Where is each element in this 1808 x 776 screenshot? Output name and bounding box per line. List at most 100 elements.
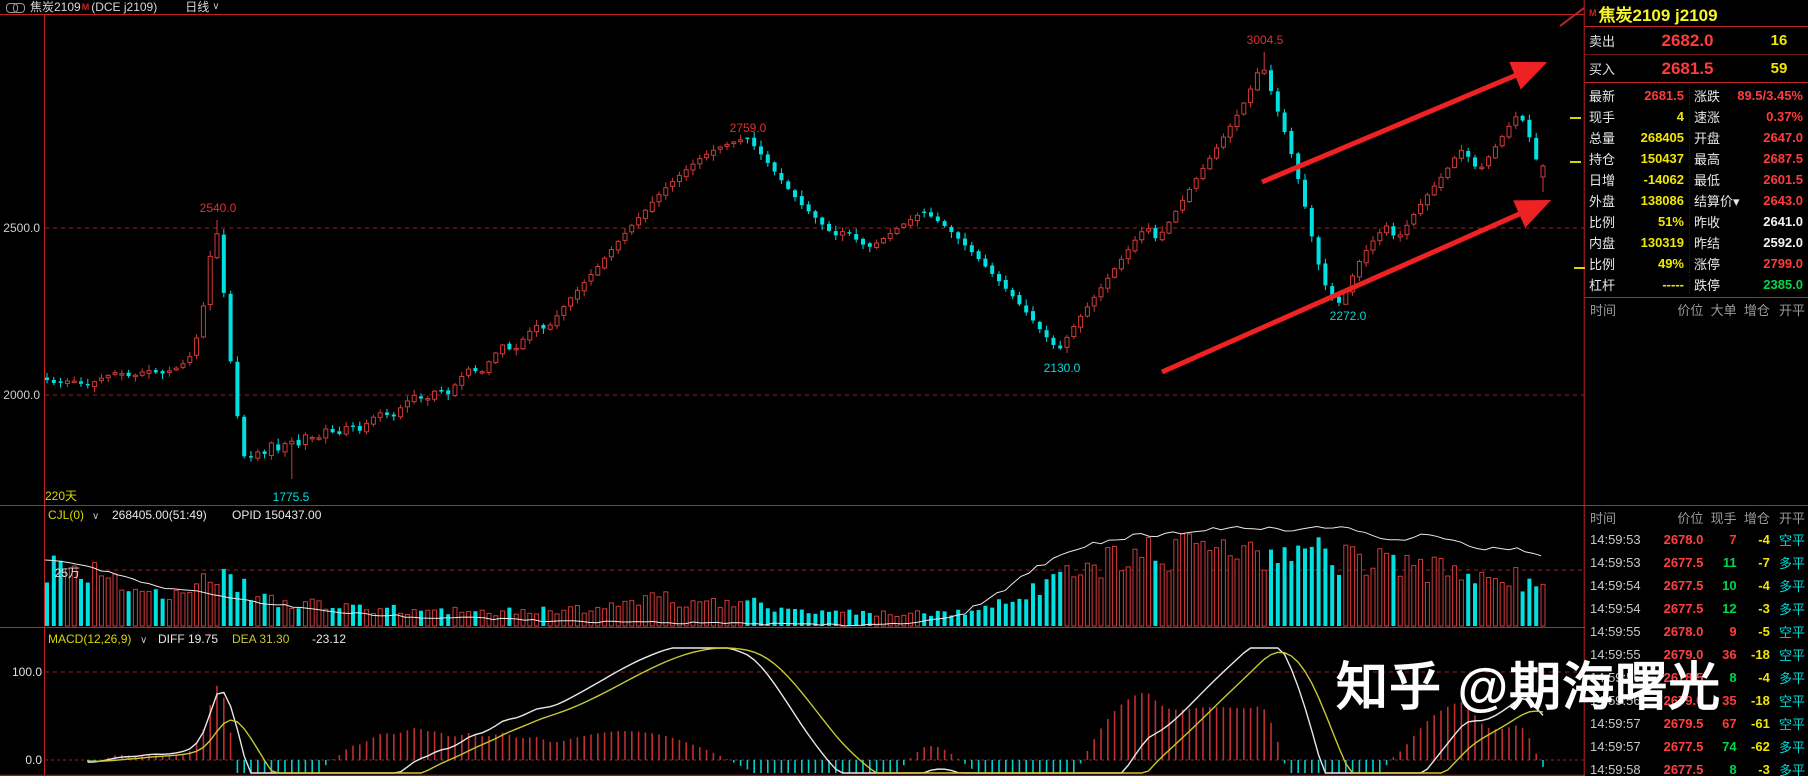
- svg-text:220天: 220天: [45, 489, 77, 503]
- stat-value: -----: [1662, 277, 1684, 292]
- stat-row: 总量 268405 开盘 2647.0: [1585, 127, 1808, 148]
- stat-cell: 开盘 2647.0: [1690, 128, 1808, 147]
- ask-row[interactable]: 卖出 2682.0 16: [1585, 27, 1808, 55]
- main-chart[interactable]: 2500.0 2000.0 220天 2540.0 2759.0 3004.5 1775.5…: [0, 0, 1585, 776]
- svg-text:3004.5: 3004.5: [1247, 33, 1284, 47]
- stat-label: 总量: [1589, 131, 1616, 146]
- svg-text:25万: 25万: [55, 566, 80, 580]
- svg-text:DEA 31.30: DEA 31.30: [232, 632, 290, 646]
- tape-row[interactable]: 14:59:56 2678.5 8 -4 多平: [1585, 666, 1808, 689]
- stat-cell: 持仓 150437: [1585, 149, 1690, 168]
- tape-price: 2679.0: [1663, 647, 1704, 662]
- link-icon[interactable]: [6, 2, 25, 13]
- bid-price[interactable]: 2681.5: [1661, 58, 1714, 78]
- tape-header-cell: 增仓: [1743, 510, 1770, 526]
- tape-delta: -5: [1758, 624, 1770, 639]
- stat-label: 涨停: [1694, 257, 1721, 272]
- stat-row: 内盘 130319 昨结 2592.0: [1585, 232, 1808, 253]
- stat-value: 150437: [1640, 151, 1684, 166]
- tape-open-close-flag: 多平: [1779, 579, 1806, 594]
- stat-cell: 跌停 2385.0: [1690, 275, 1808, 294]
- tape-open-close-flag: 多平: [1779, 671, 1806, 686]
- tape-row[interactable]: 14:59:57 2677.5 74 -62 多平: [1585, 735, 1808, 758]
- tape-volume: 8: [1729, 762, 1737, 776]
- tape-row[interactable]: 14:59:53 2677.5 11 -7 多平: [1585, 551, 1808, 574]
- svg-text:∨: ∨: [92, 511, 99, 522]
- tape-row[interactable]: 14:59:55 2678.0 9 -5 空平: [1585, 620, 1808, 643]
- tape-list[interactable]: 14:59:53 2678.0 7 -4 空平 14:59:53 2677.5 11 -7 多平 1…: [1585, 528, 1808, 776]
- bid-row[interactable]: 买入 2681.5 59: [1585, 55, 1808, 83]
- stat-cell: 涨跌 89.5/3.45%: [1690, 86, 1808, 105]
- period-selector[interactable]: 日线: [185, 0, 210, 14]
- svg-text:268405.00(51:49): 268405.00(51:49): [112, 508, 207, 522]
- tape-header-cell: 价位: [1677, 510, 1704, 526]
- stat-row: 比例 51% 昨收 2641.0: [1585, 211, 1808, 232]
- main-contract-badge: M: [81, 2, 90, 12]
- main-contract-badge: M: [1589, 8, 1597, 18]
- tape-delta: -18: [1751, 647, 1770, 662]
- tape-open-close-flag: 空平: [1779, 717, 1806, 732]
- tape-row[interactable]: 14:59:55 2679.0 36 -18 空平: [1585, 643, 1808, 666]
- svg-text:1775.5: 1775.5: [273, 490, 310, 504]
- tape-volume: 8: [1729, 670, 1737, 685]
- tape-row[interactable]: 14:59:54 2677.5 10 -4 多平: [1585, 574, 1808, 597]
- tape-volume: 36: [1722, 647, 1737, 662]
- tape-volume: 12: [1722, 601, 1737, 616]
- stat-label: 结算价▾: [1694, 194, 1740, 209]
- stat-label: 比例: [1589, 215, 1616, 230]
- ask-price[interactable]: 2682.0: [1661, 30, 1714, 50]
- tape-time: 14:59:57: [1590, 716, 1641, 731]
- tape-volume: 74: [1722, 739, 1737, 754]
- tape-header-cell: 开平: [1779, 510, 1806, 526]
- svg-text:MACD(12,26,9): MACD(12,26,9): [48, 632, 131, 646]
- svg-text:2272.0: 2272.0: [1330, 309, 1367, 323]
- stat-value: 2385.0: [1763, 277, 1803, 292]
- tape-delta: -61: [1751, 716, 1770, 731]
- tape-open-close-flag: 空平: [1779, 648, 1806, 663]
- stat-cell: 比例 51%: [1585, 212, 1690, 231]
- svg-text:2500.0: 2500.0: [3, 221, 40, 235]
- tape-price: 2678.0: [1663, 624, 1704, 639]
- stat-cell: 结算价▾ 2643.0: [1690, 191, 1808, 210]
- chevron-down-icon[interactable]: ∨: [212, 1, 220, 12]
- tape-price: 2679.5: [1663, 716, 1704, 731]
- contract-name: 焦炭2109: [30, 0, 81, 14]
- stat-value: 138086: [1640, 193, 1684, 208]
- stat-label: 昨结: [1694, 236, 1721, 251]
- stat-cell: 涨停 2799.0: [1690, 254, 1808, 273]
- tape-header-cell: 时间: [1590, 302, 1617, 318]
- tape-delta: -3: [1758, 762, 1770, 776]
- tape-header-bottom: 时间 价位 现手 增仓 开平: [1585, 505, 1808, 528]
- stat-label: 内盘: [1589, 236, 1616, 251]
- svg-text:0.0: 0.0: [25, 753, 42, 767]
- svg-text:DIFF 19.75: DIFF 19.75: [158, 632, 218, 646]
- stat-value: 2681.5: [1644, 88, 1684, 103]
- stat-value: 4: [1676, 109, 1684, 124]
- tape-empty-area: [1585, 320, 1808, 505]
- stat-label: 持仓: [1589, 152, 1616, 167]
- stat-label: 涨跌: [1694, 89, 1721, 104]
- stat-cell: 昨收 2641.0: [1690, 212, 1808, 231]
- tape-time: 14:59:55: [1590, 647, 1641, 662]
- stat-row: 日增 -14062 最低 2601.5: [1585, 169, 1808, 190]
- tape-volume: 7: [1729, 532, 1737, 547]
- tape-time: 14:59:58: [1590, 762, 1641, 776]
- stat-cell: 最新 2681.5: [1585, 86, 1690, 105]
- tape-volume: 67: [1722, 716, 1737, 731]
- tape-row[interactable]: 14:59:53 2678.0 7 -4 空平: [1585, 528, 1808, 551]
- tape-row[interactable]: 14:59:54 2677.5 12 -3 多平: [1585, 597, 1808, 620]
- svg-text:OPID 150437.00: OPID 150437.00: [232, 508, 322, 522]
- stat-label: 最新: [1589, 89, 1616, 104]
- stat-cell: 总量 268405: [1585, 128, 1690, 147]
- divider: [1585, 297, 1808, 298]
- tape-price: 2677.5: [1663, 555, 1704, 570]
- title-bar: 焦炭2109 M (DCE j2109) 日线 ∨: [0, 0, 1585, 14]
- bid-label: 买入: [1589, 62, 1616, 77]
- tape-row[interactable]: 14:59:57 2679.5 67 -61 空平: [1585, 712, 1808, 735]
- tape-price: 2679.0: [1663, 693, 1704, 708]
- tape-row[interactable]: 14:59:56 2679.0 35 -18 空平: [1585, 689, 1808, 712]
- tape-time: 14:59:56: [1590, 670, 1641, 685]
- stat-value: 89.5/3.45%: [1737, 88, 1803, 103]
- tape-row[interactable]: 14:59:58 2677.5 8 -3 多平: [1585, 758, 1808, 776]
- stat-cell: 内盘 130319: [1585, 233, 1690, 252]
